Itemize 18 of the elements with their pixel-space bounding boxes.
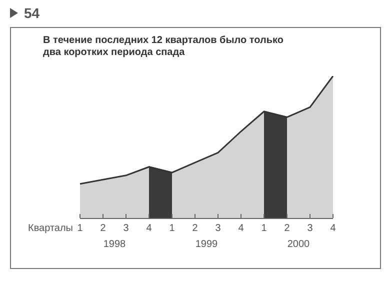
text: 1998: [103, 238, 126, 250]
chart-title: В течение последних 12 кварталов было только два коротких периода спада: [43, 35, 284, 59]
text: 54: [24, 5, 40, 21]
text: 2000: [287, 238, 310, 250]
x-tick-label: 1: [169, 222, 176, 234]
x-axis-title: Кварталы: [28, 222, 73, 234]
x-tick-label: 1: [77, 222, 84, 234]
x-tick-label: 3: [307, 222, 314, 234]
x-tick-label: 2: [284, 222, 290, 234]
text: 1999: [195, 238, 218, 250]
x-tick-label: 4: [238, 222, 244, 234]
x-tick-label: 3: [215, 222, 222, 234]
x-tick-label: 4: [146, 222, 152, 234]
x-tick-label: 1: [261, 222, 268, 234]
x-tick-label: 3: [123, 222, 130, 234]
x-tick-label: 4: [330, 222, 336, 234]
x-tick-label: 2: [192, 222, 198, 234]
x-tick-label: 2: [100, 222, 106, 234]
